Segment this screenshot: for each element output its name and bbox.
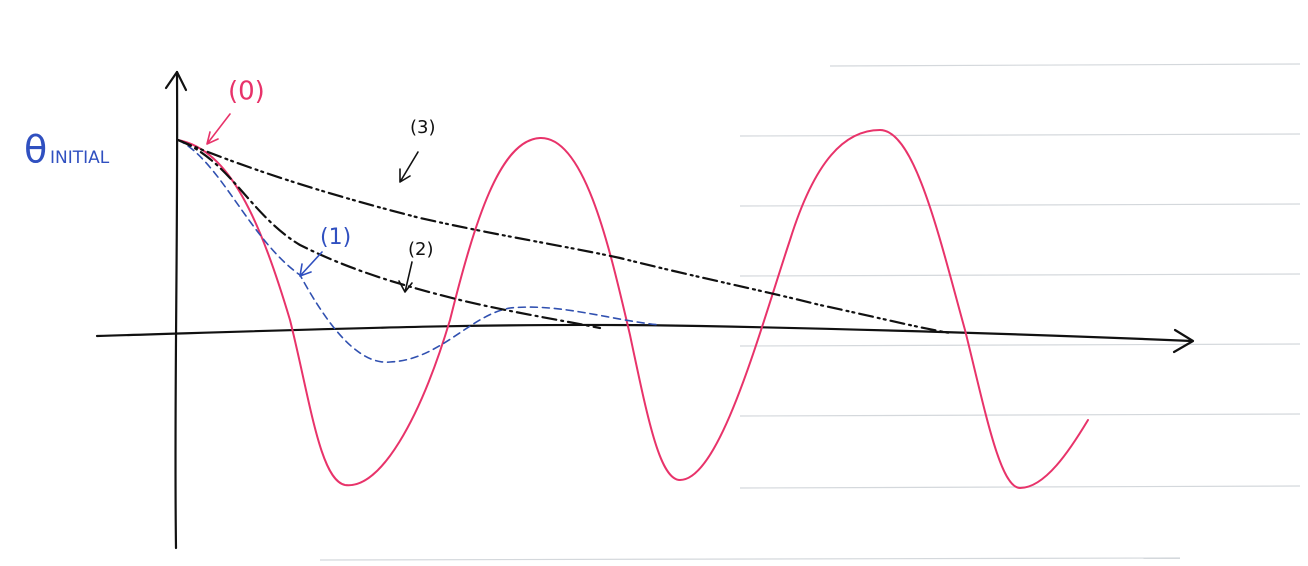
paper-line [830,64,1300,66]
paper-line [740,344,1300,346]
theta-subscript: INITIAL [50,148,110,168]
labels: θ INITIAL (0) (1) (2) (3) [24,77,436,293]
page: {"axis_label": {"symbol": "θ", "subscrip… [0,0,1308,566]
label-arrow [300,252,322,276]
sketch: θ INITIAL (0) (1) (2) (3) [0,0,1308,566]
x-axis [97,325,1192,341]
label-arrow [207,114,230,144]
curve-3 [178,140,950,333]
theta-symbol: θ [24,128,47,172]
curve-2 [178,140,600,328]
curve-label: (3) [410,117,436,138]
paper-line [740,204,1300,206]
paper-line [740,274,1300,276]
paper-line [740,134,1300,136]
paper-line [320,558,1180,560]
label-arrow [400,152,418,182]
paper-lines [320,64,1300,560]
axes [97,72,1193,548]
y-axis [175,72,177,548]
curve-label: (0) [228,77,265,107]
paper-line [740,414,1300,416]
curve-label: (1) [320,225,351,250]
curve-label: (2) [408,239,434,260]
curve-0 [178,130,1088,488]
